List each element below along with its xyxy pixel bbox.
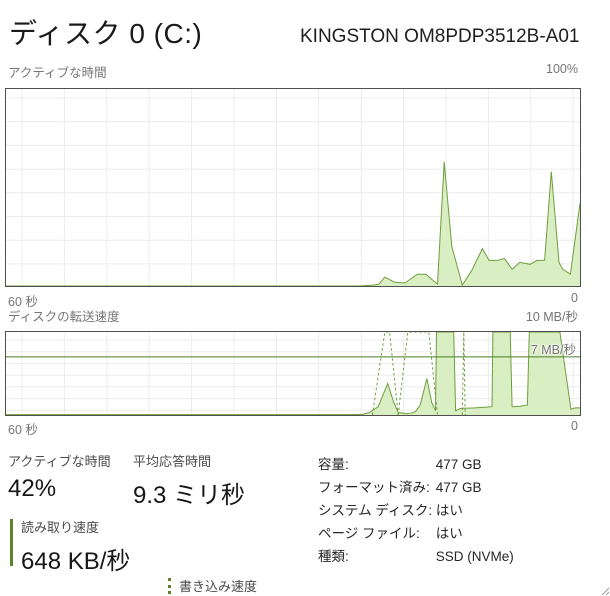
stat-write-speed-label: 書き込み速度	[179, 579, 258, 594]
device-name: KINGSTON OM8PDP3512B-A01	[300, 26, 580, 47]
read-speed-legend-icon	[10, 519, 13, 566]
active-time-chart[interactable]	[5, 88, 581, 287]
detail-row-page-file: ページ ファイル: はい	[318, 522, 463, 545]
threshold-label: 7 MB/秒	[530, 343, 576, 357]
active-time-chart-label: アクティブな時間	[8, 66, 107, 80]
detail-label: 容量:	[318, 457, 349, 472]
detail-label: システム ディスク:	[318, 503, 433, 518]
detail-label: フォーマット済み:	[318, 480, 430, 495]
transfer-axis-left: 60 秒	[8, 423, 38, 437]
detail-row-formatted: フォーマット済み: 477 GB	[318, 476, 482, 499]
resize-grip-icon[interactable]	[599, 585, 609, 595]
stat-write-speed: 書き込み速度 43.8 MB/秒	[168, 576, 610, 596]
detail-value: はい	[435, 503, 463, 518]
detail-value: はい	[435, 526, 463, 541]
transfer-axis-right: 0	[571, 419, 578, 433]
detail-row-capacity: 容量: 477 GB	[318, 453, 482, 476]
stat-active-time: アクティブな時間 42%	[8, 451, 111, 503]
stat-read-speed-value: 648 KB/秒	[21, 548, 131, 575]
detail-row-type: 種類: SSD (NVMe)	[318, 545, 514, 568]
detail-value: SSD (NVMe)	[435, 549, 514, 564]
stat-read-speed-label: 読み取り速度	[21, 520, 100, 535]
detail-label: ページ ファイル:	[318, 526, 420, 541]
active-time-axis-left: 60 秒	[8, 295, 38, 309]
page-title: ディスク 0 (C:)	[9, 18, 203, 49]
stat-avg-response-value: 9.3 ミリ秒	[133, 482, 246, 509]
write-speed-legend-icon	[168, 578, 171, 596]
detail-label: 種類:	[318, 549, 349, 564]
detail-value: 477 GB	[435, 457, 482, 472]
active-time-chart-canvas	[6, 89, 580, 286]
transfer-chart-label: ディスクの転送速度	[8, 310, 120, 324]
stat-avg-response: 平均応答時間 9.3 ミリ秒	[133, 451, 245, 510]
transfer-chart-canvas	[6, 332, 580, 415]
stat-active-time-value: 42%	[8, 475, 57, 502]
transfer-chart[interactable]: 7 MB/秒	[5, 331, 581, 416]
stat-active-time-label: アクティブな時間	[8, 454, 111, 469]
transfer-chart-max: 10 MB/秒	[525, 310, 578, 324]
stat-avg-response-label: 平均応答時間	[133, 454, 212, 469]
active-time-axis-right: 0	[571, 291, 578, 305]
detail-row-system-disk: システム ディスク: はい	[318, 499, 463, 522]
stat-read-speed: 読み取り速度 648 KB/秒	[10, 517, 610, 576]
active-time-chart-max: 100%	[546, 62, 578, 76]
detail-value: 477 GB	[435, 480, 482, 495]
